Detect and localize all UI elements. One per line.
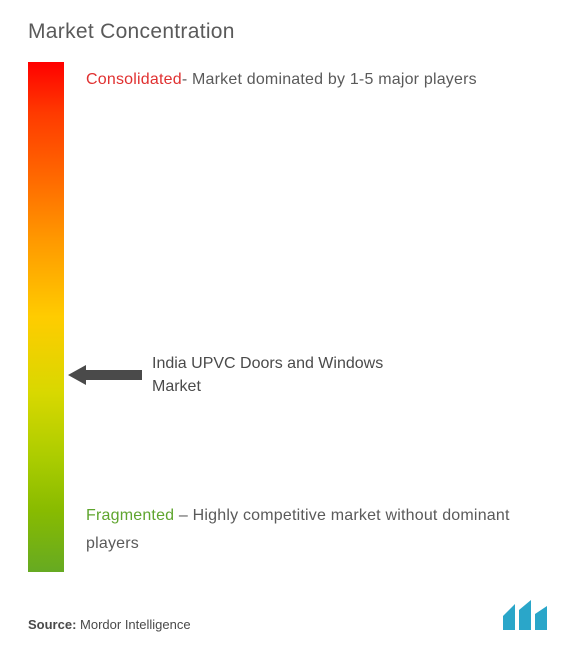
- source-value: Mordor Intelligence: [80, 617, 191, 632]
- consolidated-label: Consolidated- Market dominated by 1-5 ma…: [86, 66, 543, 94]
- arrow-left-icon: [68, 363, 142, 387]
- consolidated-desc: - Market dominated by 1-5 major players: [182, 71, 477, 88]
- market-position-marker: India UPVC Doors and Windows Market: [68, 352, 523, 398]
- source-attribution: Source: Mordor Intelligence: [28, 617, 191, 632]
- concentration-chart: Consolidated- Market dominated by 1-5 ma…: [28, 62, 543, 572]
- source-label: Source:: [28, 617, 76, 632]
- page-title: Market Concentration: [28, 20, 543, 44]
- fragmented-keyword: Fragmented: [86, 507, 174, 524]
- gradient-scale-bar: [28, 62, 64, 572]
- consolidated-keyword: Consolidated: [86, 71, 182, 88]
- footer: Source: Mordor Intelligence: [28, 600, 551, 632]
- mordor-logo-icon: [501, 600, 551, 632]
- market-name-label: India UPVC Doors and Windows Market: [152, 352, 412, 398]
- fragmented-label: Fragmented – Highly competitive market w…: [86, 502, 543, 558]
